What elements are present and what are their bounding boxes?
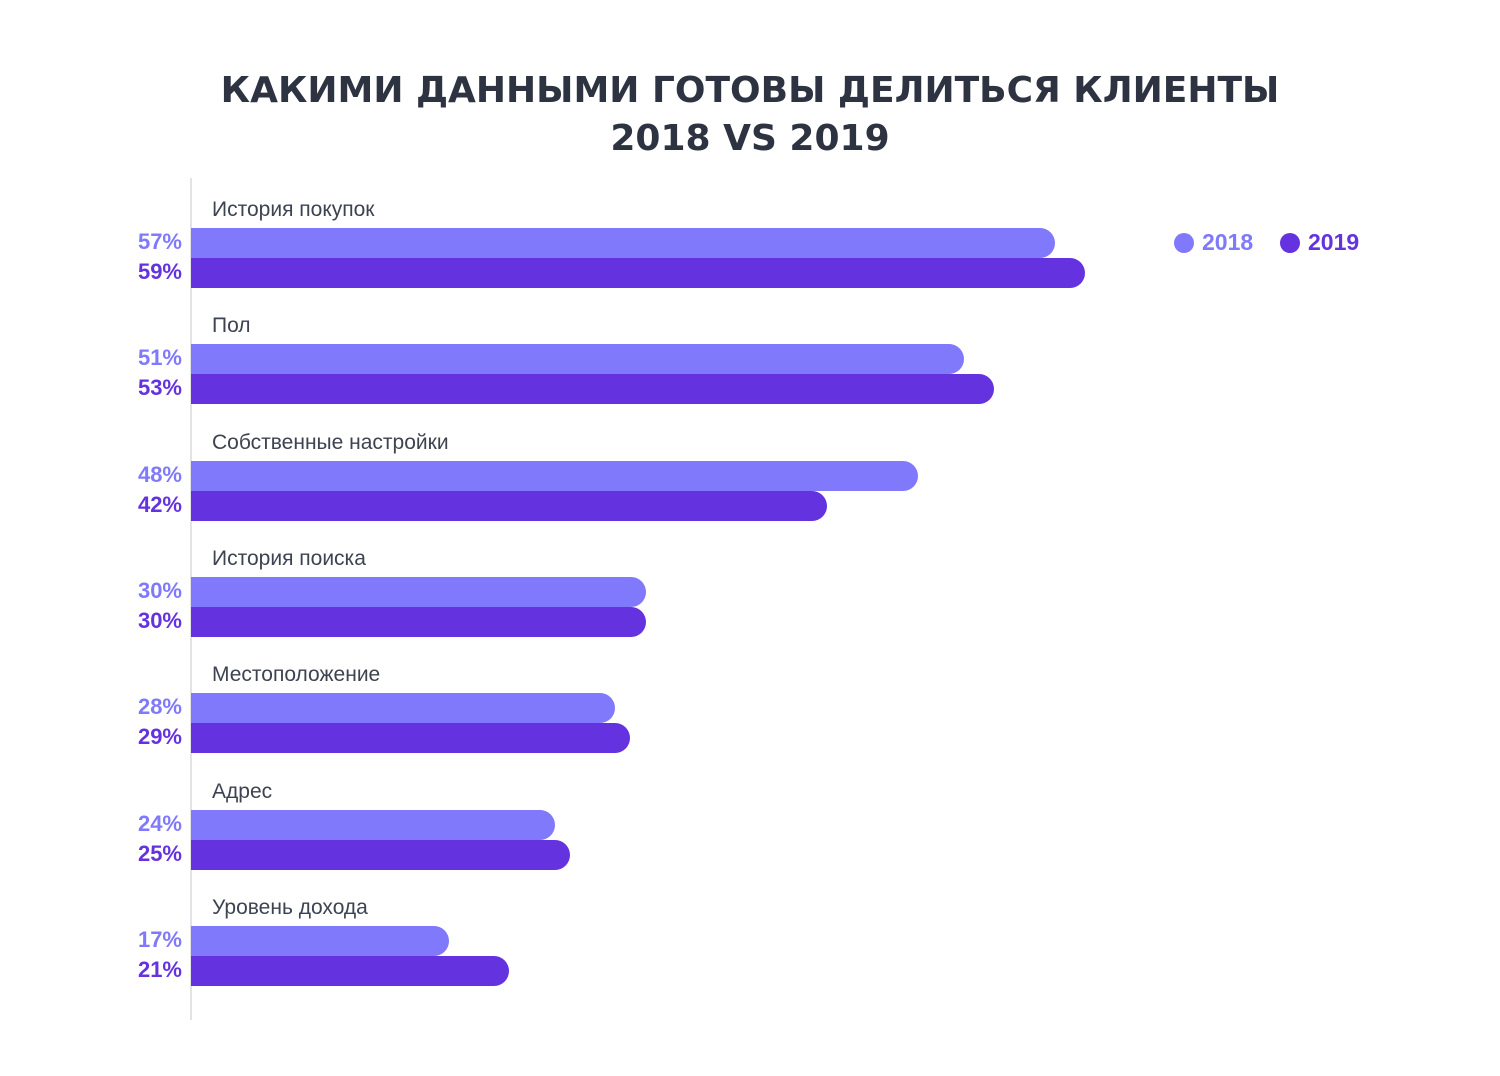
bar-2018 <box>191 228 1055 258</box>
bar-2018 <box>191 693 616 724</box>
value-label-2018: 28% <box>137 694 182 720</box>
chart-title-line-2: 2018 VS 2019 <box>610 118 890 159</box>
category-label: Пол <box>212 314 251 338</box>
bar-2019 <box>191 955 510 986</box>
legend-item-2019: 2019 <box>1280 229 1359 256</box>
bar-2018 <box>191 460 919 491</box>
bar-2019 <box>191 839 570 870</box>
category-label: История поиска <box>212 546 366 570</box>
bar-2018 <box>191 925 449 956</box>
legend-label-2019: 2019 <box>1308 229 1360 255</box>
value-label-2019: 21% <box>137 956 182 982</box>
value-label-2019: 42% <box>137 491 182 517</box>
value-label-2019: 30% <box>137 607 182 633</box>
chart-title-line-1: КАКИМИ ДАННЫМИ ГОТОВЫ ДЕЛИТЬСЯ КЛИЕНТЫ <box>220 70 1280 111</box>
value-label-2019: 53% <box>137 375 182 401</box>
bar-2019 <box>191 258 1085 288</box>
value-label-2019: 59% <box>137 259 182 284</box>
legend-item-2018: 2018 <box>1174 229 1253 256</box>
category-label: Местоположение <box>212 663 381 687</box>
legend-dot-2019 <box>1280 232 1300 253</box>
bar-2018 <box>191 344 964 375</box>
bar-2018 <box>191 576 646 607</box>
category-label: История покупок <box>212 198 375 221</box>
bar-2019 <box>191 374 994 405</box>
value-label-2019: 29% <box>137 724 182 750</box>
value-label-2018: 24% <box>137 810 182 836</box>
category-label: Уровень дохода <box>212 895 368 919</box>
value-label-2018: 17% <box>137 926 182 952</box>
value-label-2018: 48% <box>137 461 182 487</box>
category-label: Адрес <box>212 779 273 803</box>
value-label-2018: 30% <box>137 577 182 603</box>
bar-2018 <box>191 809 555 840</box>
bar-2019 <box>191 606 646 637</box>
value-label-2018: 51% <box>137 345 182 371</box>
category-label: Собственные настройки <box>212 430 449 454</box>
value-label-2018: 57% <box>137 229 182 254</box>
bar-2019 <box>191 490 828 521</box>
value-label-2019: 25% <box>137 840 182 866</box>
bar-2019 <box>191 723 631 754</box>
legend-dot-2018 <box>1174 232 1194 253</box>
legend-label-2018: 2018 <box>1202 229 1254 255</box>
